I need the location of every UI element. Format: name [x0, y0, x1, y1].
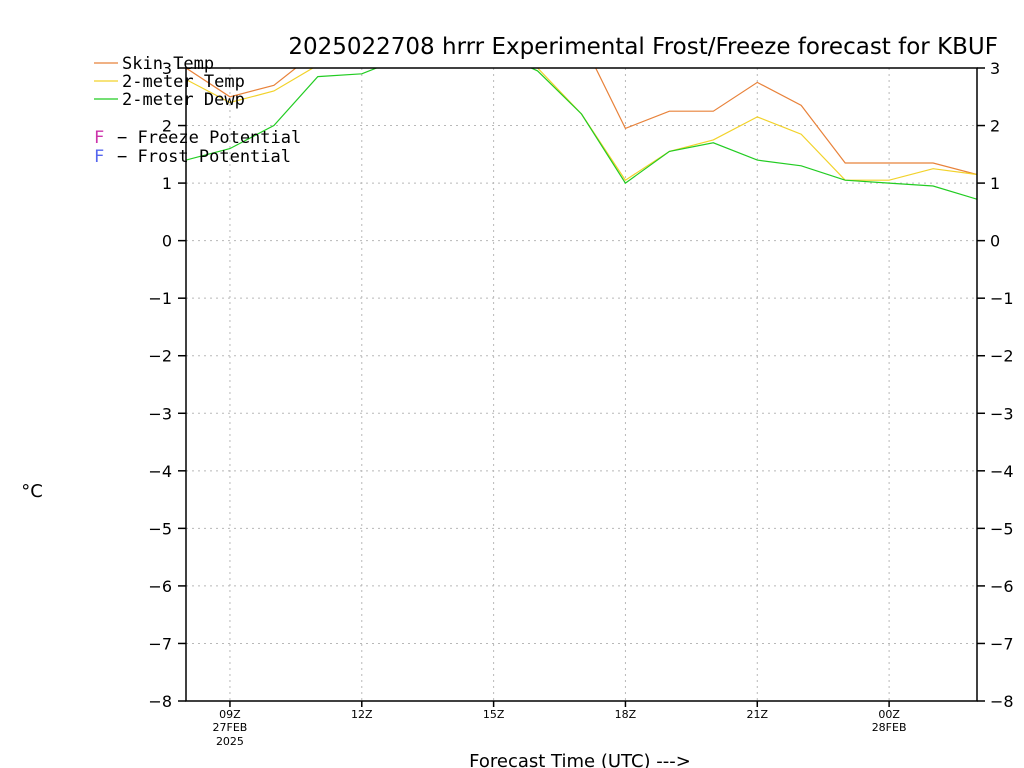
- y-tick-label-left: 1: [162, 174, 172, 193]
- series-lines: [186, 68, 977, 200]
- y-tick-label-right: −4: [990, 462, 1014, 481]
- x-axis-label: Forecast Time (UTC) --->: [469, 751, 691, 768]
- plot-frame: [185, 67, 978, 702]
- legend-label: 2-meter Temp: [122, 72, 245, 92]
- y-tick-label-right: 2: [990, 117, 1000, 136]
- y-tick-label-right: −1: [990, 289, 1014, 308]
- y-tick-label-right: −2: [990, 347, 1014, 366]
- y-tick-label-right: 3: [990, 59, 1000, 78]
- x-tick-label: 12Z: [351, 708, 373, 721]
- y-tick-label-right: 0: [990, 232, 1000, 251]
- legend-potential-letter: F: [94, 147, 104, 167]
- x-tick-date: 27FEB: [213, 721, 248, 734]
- series-line-2-meter-dewp: [186, 68, 977, 200]
- legend-label: 2-meter Dewp: [122, 90, 245, 110]
- legend-potential-label: − Frost Potential: [117, 147, 291, 167]
- y-tick-label-right: −5: [990, 519, 1014, 538]
- x-tick-label: 00Z: [878, 708, 900, 721]
- y-tick-label-left: −6: [148, 577, 172, 596]
- legend-potential-letter: F: [94, 128, 104, 148]
- legend-label: Skin Temp: [122, 54, 214, 74]
- y-tick-label-left: 3: [162, 59, 172, 78]
- y-tick-label-left: 2: [162, 117, 172, 136]
- x-tick-label: 18Z: [615, 708, 637, 721]
- y-tick-label-right: −6: [990, 577, 1014, 596]
- y-axis-label: °C: [21, 481, 43, 502]
- y-axis-right: 3 2 1 0 −1 −2 −3 −4 −5 −6 −7 −8: [977, 59, 1014, 711]
- y-tick-label-left: −1: [148, 289, 172, 308]
- y-tick-label-left: −7: [148, 634, 172, 653]
- y-tick-label-right: 1: [990, 174, 1000, 193]
- y-tick-label-left: −8: [148, 692, 172, 711]
- x-tick-label: 15Z: [483, 708, 505, 721]
- y-tick-label-left: −4: [148, 462, 172, 481]
- y-tick-label-right: −3: [990, 404, 1014, 423]
- y-tick-label-left: 0: [162, 232, 172, 251]
- x-tick-year: 2025: [216, 735, 244, 748]
- series-line-skin-temp: [186, 68, 977, 176]
- x-tick-label: 09Z: [219, 708, 241, 721]
- y-axis-left: 3 2 1 0 −1 −2 −3 −4 −5 −6 −7 −8: [148, 59, 186, 711]
- x-tick-label: 21Z: [747, 708, 769, 721]
- y-tick-label-left: −2: [148, 347, 172, 366]
- y-tick-label-right: −7: [990, 634, 1014, 653]
- y-tick-label-left: −5: [148, 519, 172, 538]
- chart-title: 2025022708 hrrr Experimental Frost/Freez…: [288, 34, 998, 60]
- y-tick-label-left: −3: [148, 404, 172, 423]
- y-tick-label-right: −8: [990, 692, 1014, 711]
- legend-potential-label: − Freeze Potential: [117, 128, 301, 148]
- x-tick-date: 28FEB: [872, 721, 907, 734]
